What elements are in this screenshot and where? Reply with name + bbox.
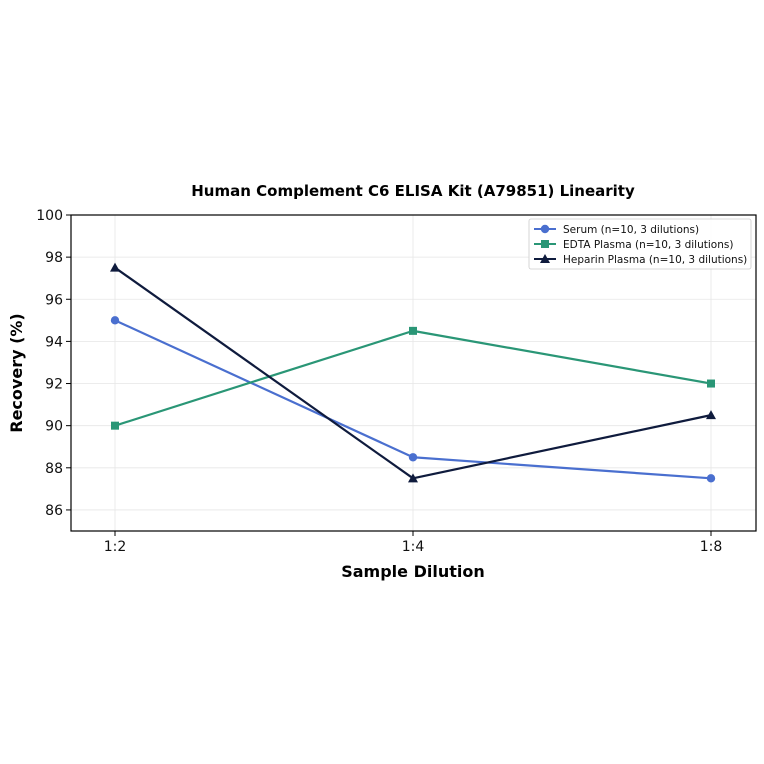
legend-box xyxy=(528,218,752,270)
x-axis-label: Sample Dilution xyxy=(341,562,485,581)
legend-marker xyxy=(540,224,550,234)
y-tick-label: 100 xyxy=(36,208,63,224)
y-axis-label: Recovery (%) xyxy=(7,313,26,432)
data-point-series-2 xyxy=(707,379,715,388)
data-point-series-2 xyxy=(111,421,119,430)
data-point-series-1 xyxy=(408,453,418,462)
y-tick-label: 92 xyxy=(45,377,63,393)
y-tick-label: 96 xyxy=(45,292,63,308)
data-point-series-3 xyxy=(706,410,716,420)
legend-marker xyxy=(540,254,550,263)
data-point-series-2 xyxy=(409,326,417,335)
x-tick-label: 1:8 xyxy=(700,539,723,555)
legend-marker xyxy=(541,240,549,248)
y-tick-label: 88 xyxy=(45,461,63,477)
series-layer xyxy=(110,262,716,483)
y-tick-label: 94 xyxy=(45,334,63,350)
legend-label: EDTA Plasma (n=10, 3 dilutions) xyxy=(563,239,733,251)
chart-title: Human Complement C6 ELISA Kit (A79851) L… xyxy=(191,182,635,200)
y-tick-label: 86 xyxy=(45,503,63,519)
y-tick-label: 90 xyxy=(45,419,63,435)
data-point-series-3 xyxy=(408,473,418,483)
x-tick-label: 1:4 xyxy=(402,539,425,555)
axis-ticks: 86 88 90 92 94 96 98 100 1:2 1:4 1:8 xyxy=(36,208,722,555)
x-tick-label: 1:2 xyxy=(104,539,127,555)
legend-label: Serum (n=10, 3 dilutions) xyxy=(563,224,699,236)
data-point-series-3 xyxy=(110,262,120,272)
legend: Serum (n=10, 3 dilutions) EDTA Plasma (n=… xyxy=(528,218,752,270)
y-tick-label: 98 xyxy=(45,250,63,266)
legend-label: Heparin Plasma (n=10, 3 dilutions) xyxy=(563,254,747,266)
data-point-series-1 xyxy=(110,316,120,325)
data-point-series-1 xyxy=(706,474,716,483)
